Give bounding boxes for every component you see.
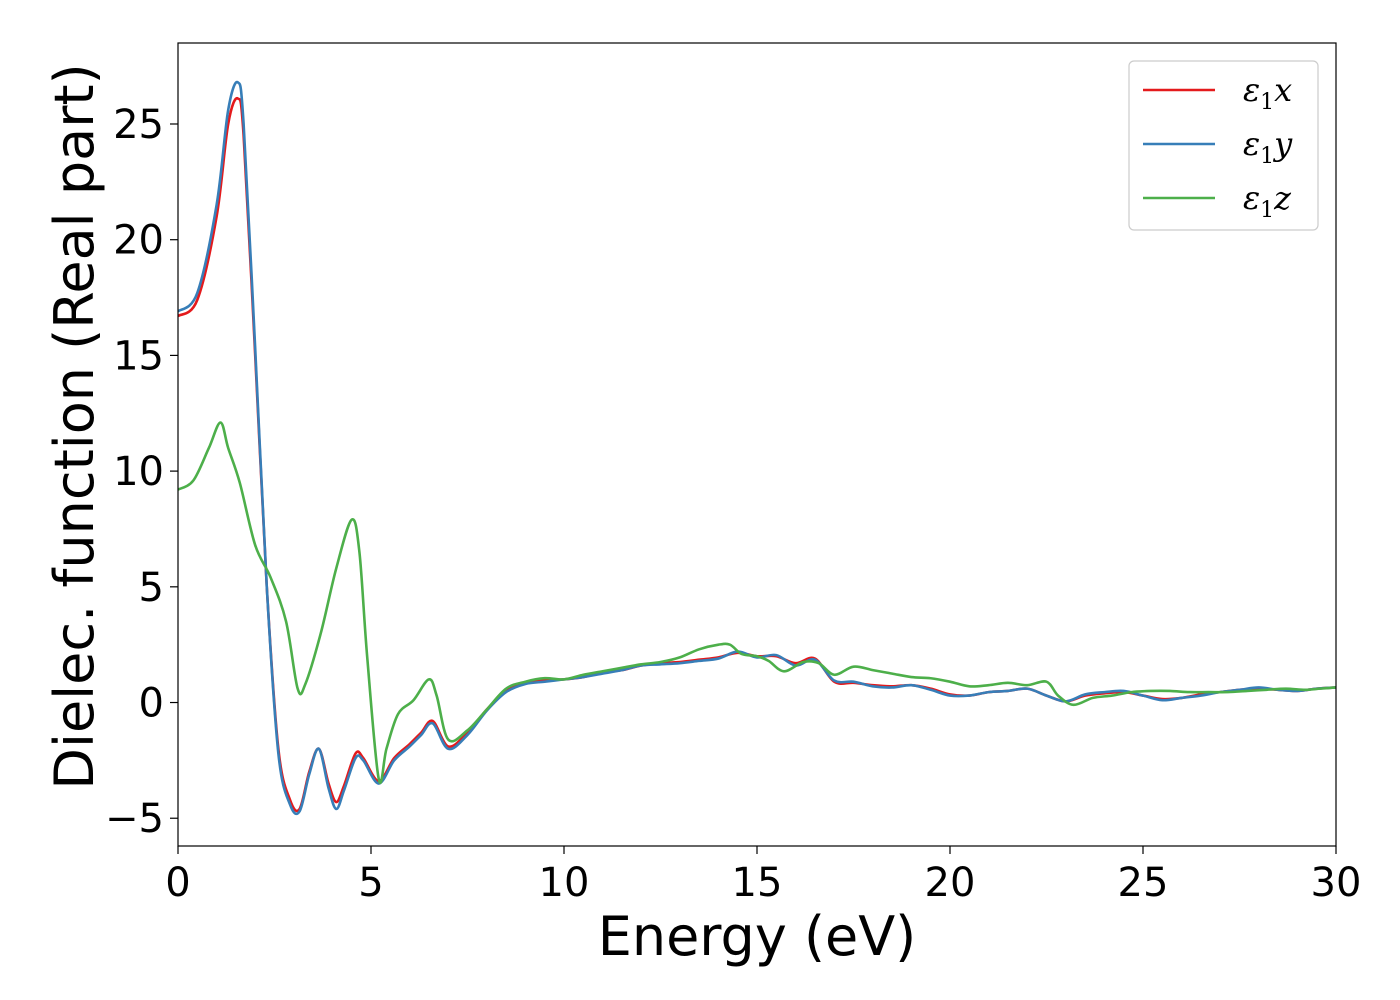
y-tick-label: 15	[113, 333, 164, 379]
x-tick-label: 5	[358, 860, 383, 906]
y-tick-label: 0	[139, 681, 164, 727]
y-tick-label: 5	[139, 565, 164, 611]
legend-item-z: ε1z	[1143, 179, 1292, 223]
y-tick-label: 10	[113, 449, 164, 495]
y-axis-label: Dielec. function (Real part)	[43, 63, 106, 789]
legend-item-x: ε1x	[1143, 71, 1292, 115]
series-line-z	[178, 421, 1336, 784]
legend-label: ε1y	[1243, 125, 1293, 169]
x-axis-label: Energy (eV)	[598, 905, 917, 968]
legend-item-y: ε1y	[1143, 125, 1293, 169]
y-tick-label: 20	[113, 218, 164, 264]
x-tick-label: 20	[925, 860, 976, 906]
y-tick-label: 25	[113, 102, 164, 148]
legend-label: ε1x	[1243, 71, 1292, 115]
y-tick-label: −5	[105, 796, 164, 842]
x-tick-label: 30	[1311, 860, 1362, 906]
series-layer	[178, 80, 1336, 816]
legend-box	[1128, 60, 1319, 231]
x-tick-label: 15	[732, 860, 783, 906]
x-tick-label: 0	[165, 860, 190, 906]
legend: ε1x ε1y ε1z	[1128, 60, 1319, 231]
x-tick-label: 25	[1118, 860, 1169, 906]
legend-label: ε1z	[1243, 179, 1292, 223]
x-tick-label: 10	[539, 860, 590, 906]
